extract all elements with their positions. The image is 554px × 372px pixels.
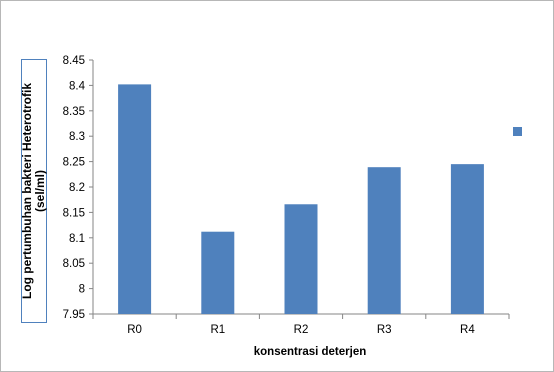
x-tick-label: R1 xyxy=(210,324,225,336)
y-tick-label: 8.35 xyxy=(63,106,85,118)
y-tick-label: 8 xyxy=(79,284,85,296)
x-axis: R0 R1 R2 R3 R4 xyxy=(92,313,510,336)
y-tick-label: 8.45 xyxy=(63,55,85,67)
y-axis-title-box xyxy=(21,59,47,323)
x-tick-label: R4 xyxy=(460,324,475,336)
legend-key xyxy=(513,127,522,136)
y-tick-label: 8.05 xyxy=(63,258,85,270)
y-tick-label: 8.25 xyxy=(63,157,85,169)
x-tick-label: R2 xyxy=(294,324,309,336)
y-tick-label: 8.1 xyxy=(69,233,85,245)
y-tick-label: 7.95 xyxy=(63,309,85,321)
y-tick-label: 8.15 xyxy=(63,207,85,219)
y-axis-title-line-2: (sel/ml) xyxy=(33,170,47,213)
x-axis-title: konsentrasi deterjen xyxy=(253,346,367,358)
y-axis: 7.95 8 8.05 8.1 8.15 8.2 8.25 8.3 8.35 8.4 8.45 xyxy=(63,55,94,321)
bar-r1 xyxy=(201,231,235,314)
y-tick-label: 8.4 xyxy=(69,80,86,92)
bar-r0 xyxy=(118,84,152,314)
bars xyxy=(118,84,484,314)
bar-r4 xyxy=(450,164,484,314)
y-tick-label: 8.2 xyxy=(69,182,85,194)
y-tick-label: 8.3 xyxy=(69,131,85,143)
x-tick-label: R0 xyxy=(127,324,142,336)
bar-r2 xyxy=(284,204,318,314)
bar-r3 xyxy=(367,167,401,314)
x-tick-label: R3 xyxy=(377,324,392,336)
